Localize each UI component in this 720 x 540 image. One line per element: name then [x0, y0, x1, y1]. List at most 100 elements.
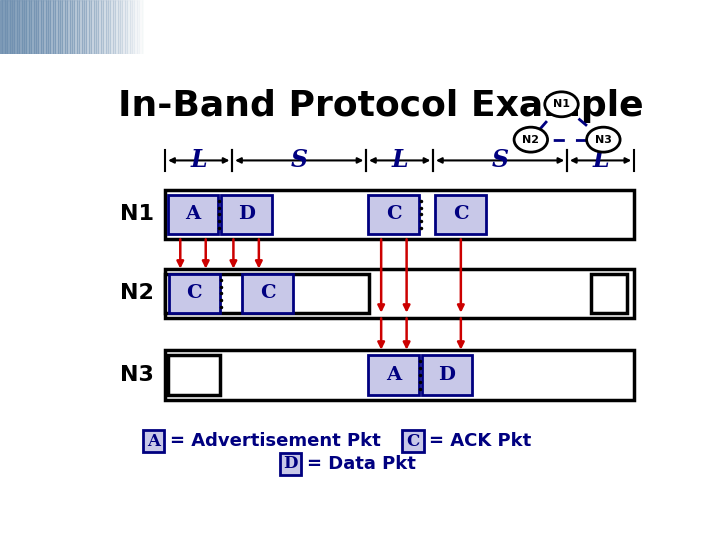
Text: S: S: [492, 147, 508, 172]
Bar: [5, 0, 7, 54]
Bar: [36, 0, 38, 54]
Bar: [58, 0, 60, 54]
Bar: [12, 0, 14, 54]
Bar: [117, 0, 120, 54]
Bar: [135, 0, 137, 54]
Bar: [77, 0, 79, 54]
Bar: [29, 0, 31, 54]
Bar: [99, 0, 101, 54]
Bar: [106, 0, 108, 54]
Text: C: C: [407, 433, 420, 450]
Bar: [590, 274, 627, 313]
Bar: [48, 0, 50, 54]
Bar: [0, 0, 2, 54]
Bar: [34, 0, 36, 54]
Text: A: A: [387, 366, 402, 383]
Text: S: S: [291, 147, 307, 172]
Text: N1: N1: [553, 99, 570, 109]
Text: L: L: [392, 147, 408, 172]
Bar: [94, 0, 96, 54]
Text: = Data Pkt: = Data Pkt: [307, 455, 415, 473]
Bar: [166, 349, 634, 400]
Bar: [125, 0, 127, 54]
Bar: [50, 0, 53, 54]
Text: A: A: [186, 206, 201, 224]
Bar: [72, 0, 74, 54]
Text: N2: N2: [120, 284, 154, 303]
Bar: [22, 0, 24, 54]
Bar: [280, 453, 301, 475]
Bar: [84, 0, 86, 54]
Text: D: D: [238, 206, 255, 224]
Text: = Advertisement Pkt: = Advertisement Pkt: [170, 432, 381, 450]
Bar: [43, 0, 45, 54]
Bar: [14, 0, 17, 54]
Bar: [243, 274, 293, 313]
Bar: [130, 0, 132, 54]
Bar: [27, 0, 29, 54]
Circle shape: [514, 127, 547, 152]
Bar: [9, 0, 12, 54]
Text: L: L: [593, 147, 609, 172]
Circle shape: [587, 127, 620, 152]
Bar: [38, 0, 41, 54]
Text: C: C: [260, 285, 276, 302]
Text: N3: N3: [595, 134, 612, 145]
Bar: [137, 0, 139, 54]
Bar: [168, 274, 220, 313]
Bar: [402, 430, 423, 452]
Bar: [89, 0, 91, 54]
Text: = ACK Pkt: = ACK Pkt: [429, 432, 531, 450]
Bar: [96, 0, 99, 54]
Bar: [63, 0, 65, 54]
Text: N2: N2: [522, 134, 539, 145]
Bar: [113, 0, 115, 54]
Bar: [70, 0, 72, 54]
Text: C: C: [386, 206, 402, 224]
Bar: [31, 0, 34, 54]
Bar: [79, 0, 81, 54]
Bar: [168, 355, 220, 395]
Bar: [19, 0, 22, 54]
Bar: [139, 0, 142, 54]
Bar: [24, 0, 27, 54]
Bar: [60, 0, 63, 54]
Bar: [436, 194, 486, 234]
Bar: [110, 0, 113, 54]
Bar: [53, 0, 55, 54]
Bar: [143, 430, 164, 452]
Bar: [103, 0, 106, 54]
Bar: [108, 0, 110, 54]
Bar: [55, 0, 58, 54]
Text: D: D: [283, 455, 297, 472]
Bar: [369, 355, 419, 395]
Bar: [166, 190, 634, 239]
Bar: [41, 0, 43, 54]
Bar: [17, 0, 19, 54]
Bar: [86, 0, 89, 54]
Bar: [369, 194, 419, 234]
Bar: [168, 194, 218, 234]
Bar: [127, 0, 130, 54]
Bar: [132, 0, 135, 54]
Bar: [81, 0, 84, 54]
Bar: [221, 194, 271, 234]
Text: N3: N3: [120, 364, 154, 384]
Bar: [67, 0, 70, 54]
Text: N1: N1: [120, 205, 154, 225]
Text: C: C: [453, 206, 469, 224]
Bar: [65, 0, 67, 54]
Bar: [74, 0, 77, 54]
Bar: [101, 0, 103, 54]
Text: L: L: [191, 147, 207, 172]
Bar: [422, 355, 472, 395]
Bar: [115, 0, 117, 54]
Bar: [166, 274, 369, 313]
Bar: [166, 268, 634, 319]
Text: In-Band Protocol Example: In-Band Protocol Example: [118, 90, 644, 123]
Bar: [142, 0, 144, 54]
Bar: [120, 0, 122, 54]
Bar: [2, 0, 5, 54]
Bar: [91, 0, 94, 54]
Text: A: A: [147, 433, 160, 450]
